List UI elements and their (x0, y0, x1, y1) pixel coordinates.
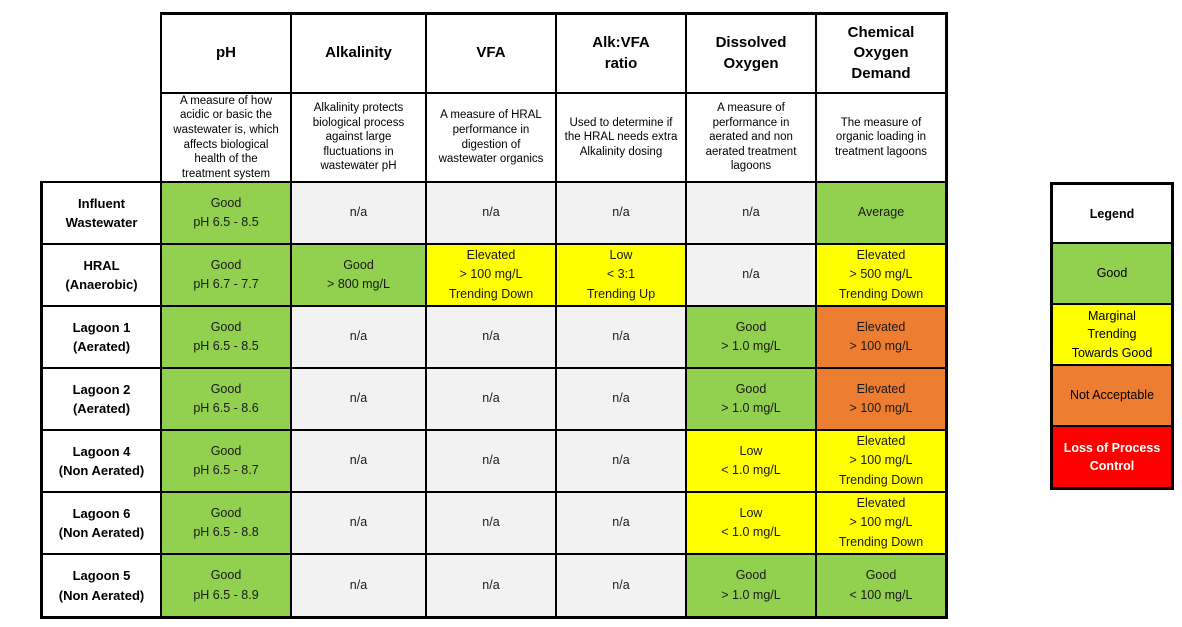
legend-item-loss-of-process-control: Loss of Process Control (1053, 427, 1171, 487)
table-cell: n/a (557, 183, 685, 243)
row-label-lagoon-2-aerated: Lagoon 2 (Aerated) (43, 369, 160, 429)
table-cell: n/a (557, 431, 685, 491)
table-cell: n/a (292, 493, 425, 553)
table-cell: n/a (557, 307, 685, 367)
table-cell: Good pH 6.5 - 8.7 (162, 431, 290, 491)
table-cell: Elevated > 100 mg/L Trending Down (817, 493, 945, 553)
table-cell: Good > 1.0 mg/L (687, 307, 815, 367)
table-cell: n/a (427, 183, 555, 243)
table-cell: n/a (557, 369, 685, 429)
column-description-cod: The measure of organic loading in treatm… (817, 94, 945, 181)
table-cell: n/a (427, 307, 555, 367)
table-cell: n/a (427, 369, 555, 429)
row-label-hral-anaerobic: HRAL (Anaerobic) (43, 245, 160, 305)
row-label-lagoon-1-aerated: Lagoon 1 (Aerated) (43, 307, 160, 367)
table-cell: Good pH 6.5 - 8.5 (162, 307, 290, 367)
table-cell: Average (817, 183, 945, 243)
table-cell: Good pH 6.5 - 8.5 (162, 183, 290, 243)
table-cell: Elevated > 100 mg/L (817, 307, 945, 367)
table-cell: n/a (292, 307, 425, 367)
row-label-lagoon-6-non-aerated: Lagoon 6 (Non Aerated) (43, 493, 160, 553)
process-status-table: pH Alkalinity VFA Alk:VFA ratio Dissolve… (40, 12, 948, 619)
column-header-alk-vfa-ratio: Alk:VFA ratio (557, 15, 685, 92)
column-header-ph: pH (162, 15, 290, 92)
table-cell: n/a (557, 493, 685, 553)
table-cell: n/a (427, 493, 555, 553)
column-description-alk-vfa-ratio: Used to determine if the HRAL needs extr… (557, 94, 685, 181)
table-cell: Elevated > 500 mg/L Trending Down (817, 245, 945, 305)
table-cell: Good pH 6.5 - 8.8 (162, 493, 290, 553)
legend-item-not-acceptable: Not Acceptable (1053, 366, 1171, 425)
legend-item-marginal: Marginal Trending Towards Good (1053, 305, 1171, 364)
table-cell: Good pH 6.7 - 7.7 (162, 245, 290, 305)
table-cell: Low < 3:1 Trending Up (557, 245, 685, 305)
legend-item-good: Good (1053, 244, 1171, 303)
table-cell: n/a (292, 183, 425, 243)
table-cell: Elevated > 100 mg/L Trending Down (427, 245, 555, 305)
row-label-influent-wastewater: Influent Wastewater (43, 183, 160, 243)
column-header-vfa: VFA (427, 15, 555, 92)
table-cell: Good > 1.0 mg/L (687, 369, 815, 429)
column-description-vfa: A measure of HRAL performance in digesti… (427, 94, 555, 181)
column-description-dissolved-oxygen: A measure of performance in aerated and … (687, 94, 815, 181)
table-cell: n/a (687, 245, 815, 305)
legend-panel: Legend Good Marginal Trending Towards Go… (1050, 182, 1174, 490)
column-description-ph: A measure of how acidic or basic the was… (162, 94, 290, 181)
table-cell: Good > 800 mg/L (292, 245, 425, 305)
table-cell: n/a (292, 369, 425, 429)
table-cell: n/a (687, 183, 815, 243)
table-cell: Good pH 6.5 - 8.6 (162, 369, 290, 429)
table-cell: n/a (292, 431, 425, 491)
table-cell: Good < 100 mg/L (817, 555, 945, 616)
column-header-cod: Chemical Oxygen Demand (817, 15, 945, 92)
table-cell: Elevated > 100 mg/L (817, 369, 945, 429)
row-label-lagoon-5-non-aerated: Lagoon 5 (Non Aerated) (43, 555, 160, 616)
column-header-dissolved-oxygen: Dissolved Oxygen (687, 15, 815, 92)
table-cell: n/a (292, 555, 425, 616)
table-cell: Good > 1.0 mg/L (687, 555, 815, 616)
column-header-alkalinity: Alkalinity (292, 15, 425, 92)
column-description-alkalinity: Alkalinity protects biological process a… (292, 94, 425, 181)
table-cell: Good pH 6.5 - 8.9 (162, 555, 290, 616)
legend-title: Legend (1053, 185, 1171, 242)
table-cell: Low < 1.0 mg/L (687, 493, 815, 553)
table-cell: Elevated > 100 mg/L Trending Down (817, 431, 945, 491)
table-cell: n/a (557, 555, 685, 616)
row-label-lagoon-4-non-aerated: Lagoon 4 (Non Aerated) (43, 431, 160, 491)
table-cell: Low < 1.0 mg/L (687, 431, 815, 491)
table-cell: n/a (427, 555, 555, 616)
table-cell: n/a (427, 431, 555, 491)
table-corner-blank (40, 12, 160, 181)
